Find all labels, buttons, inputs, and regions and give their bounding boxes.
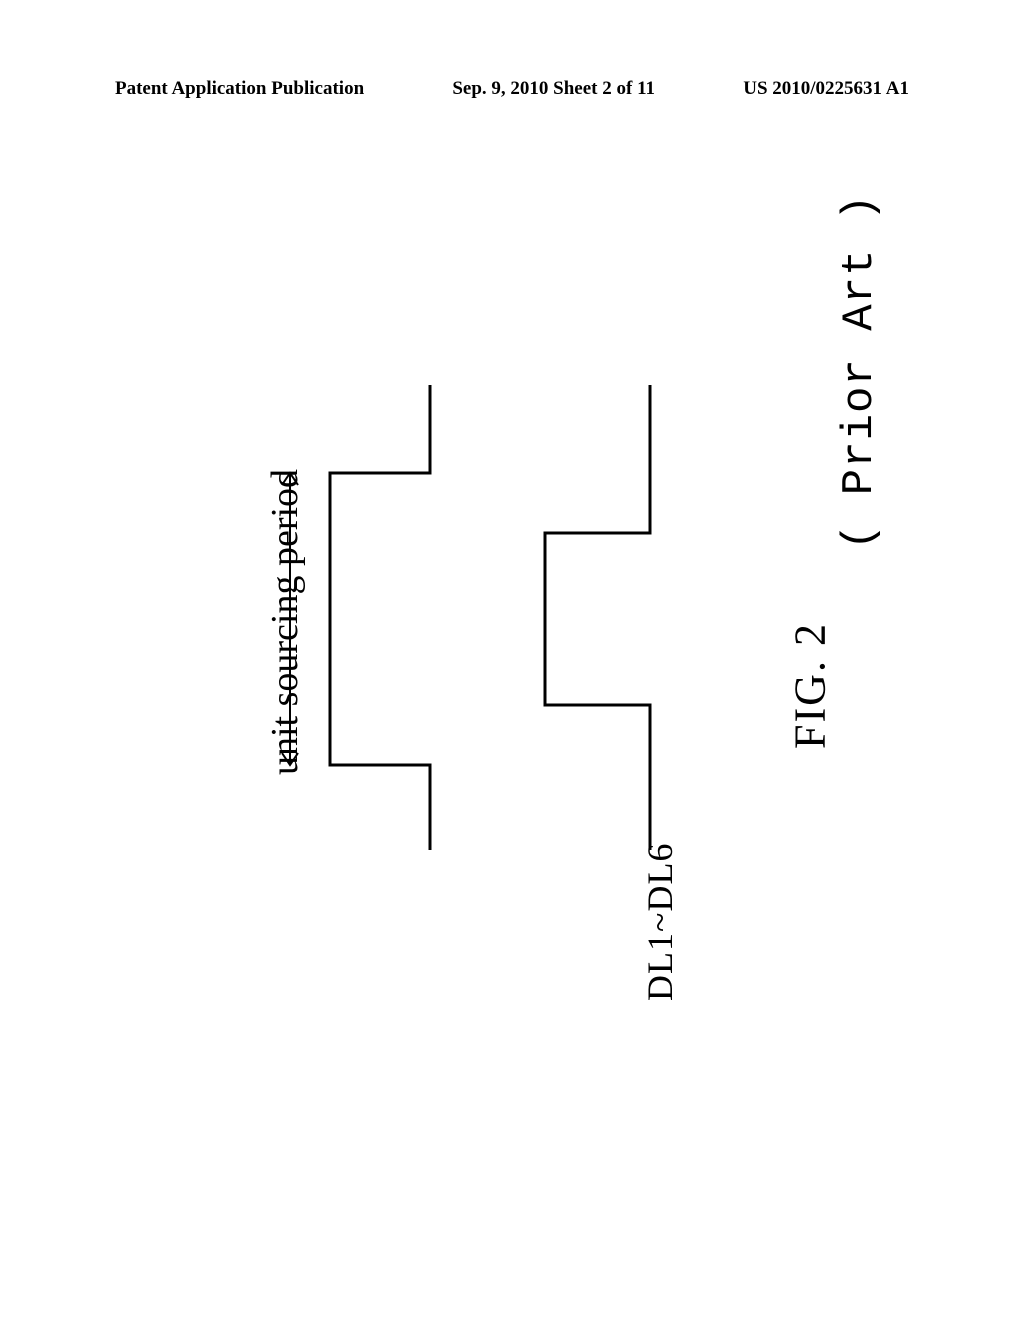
signal-label: DL1~DL6 — [639, 801, 681, 1001]
header-right: US 2010/0225631 A1 — [743, 78, 909, 100]
period-label: unit sourcing period — [263, 422, 307, 822]
figure-label: FIG. 2 — [785, 586, 836, 786]
timing-diagram: unit sourcing period DL1~DL6 FIG. 2 ( Pr… — [150, 180, 900, 1080]
header-left: Patent Application Publication — [115, 78, 364, 100]
header-center: Sep. 9, 2010 Sheet 2 of 11 — [452, 78, 655, 100]
prior-art-label: ( Prior Art ) — [835, 200, 885, 550]
